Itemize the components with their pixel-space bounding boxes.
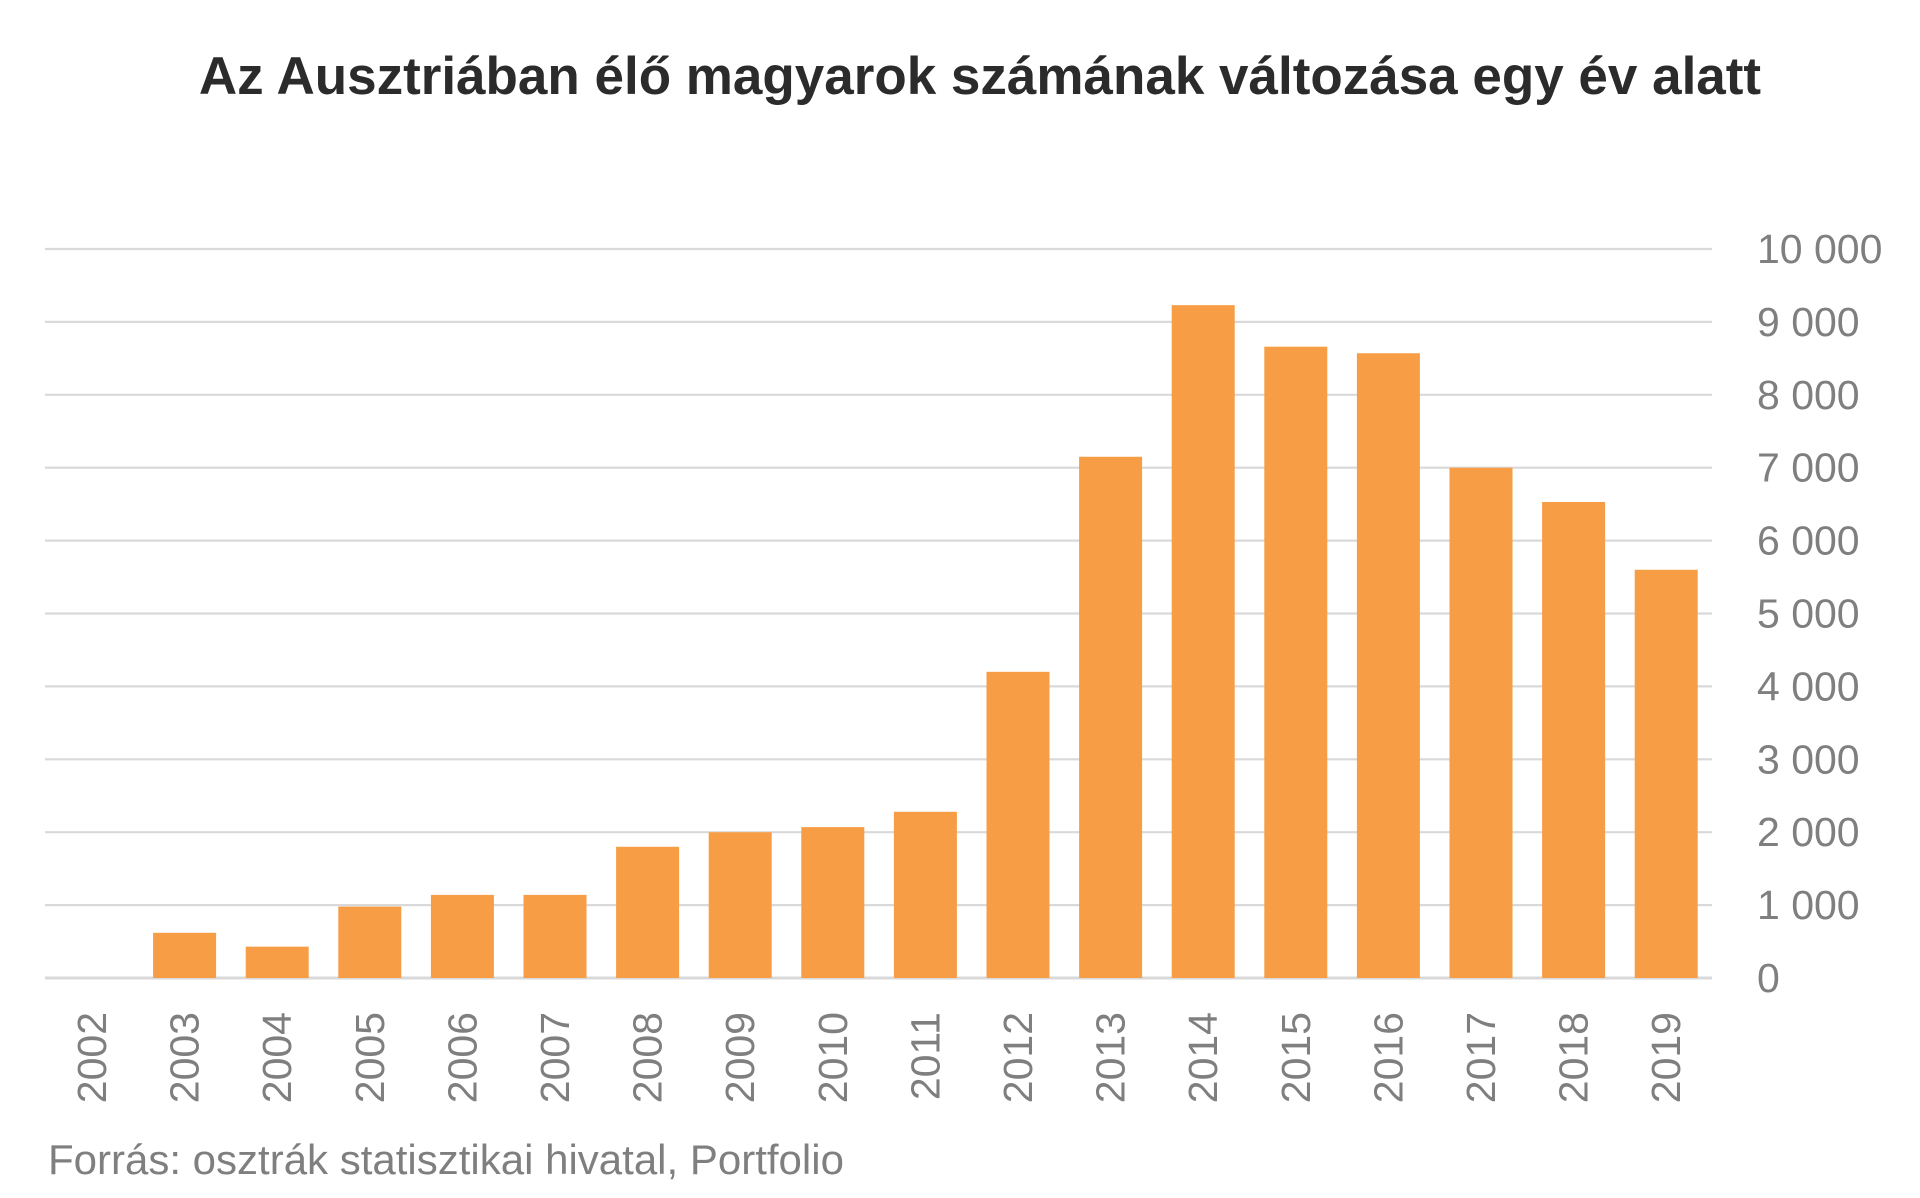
bar-2004 — [245, 946, 309, 978]
x-tick-label: 2011 — [902, 1012, 948, 1100]
bar-2011 — [893, 811, 957, 978]
bar-2016 — [1356, 353, 1420, 978]
bar-2010 — [801, 827, 865, 978]
x-tick-label: 2013 — [1088, 1012, 1134, 1103]
bar-2003 — [153, 932, 217, 978]
y-axis-ticks: 0 1 000 2 000 3 000 4 000 5 000 6 000 7 000 8 00… — [1757, 226, 1882, 1001]
y-tick-label: 1 000 — [1757, 882, 1860, 928]
x-tick-label: 2019 — [1643, 1012, 1689, 1103]
x-tick-label: 2009 — [717, 1012, 763, 1103]
bar-2014 — [1171, 305, 1235, 978]
y-tick-label: 9 000 — [1757, 299, 1860, 345]
x-tick-label: 2007 — [532, 1012, 578, 1103]
y-tick-label: 6 000 — [1757, 518, 1860, 564]
bar-2013 — [1079, 456, 1143, 978]
bar-2008 — [616, 846, 680, 978]
x-tick-label: 2010 — [810, 1012, 856, 1103]
bar-2015 — [1264, 346, 1328, 978]
gridlines — [45, 247, 1712, 980]
y-tick-label: 3 000 — [1757, 736, 1860, 782]
x-tick-label: 2005 — [347, 1012, 393, 1103]
x-tick-label: 2004 — [254, 1012, 300, 1103]
bar-2012 — [986, 671, 1050, 978]
y-tick-label: 4 000 — [1757, 663, 1860, 709]
bar-2007 — [523, 894, 587, 978]
bar-2006 — [430, 894, 494, 978]
bar-2009 — [708, 832, 772, 978]
source-note: Forrás: osztrák statisztikai hivatal, Po… — [48, 1136, 844, 1183]
x-axis-ticks: 2002 2003 2004 2005 2006 2007 2008 2009 2010 2011… — [69, 1012, 1689, 1103]
x-tick-label: 2017 — [1458, 1012, 1504, 1103]
x-tick-label: 2003 — [162, 1012, 208, 1103]
y-tick-label: 0 — [1757, 955, 1780, 1001]
bar-2019 — [1634, 569, 1698, 978]
bar-2018 — [1542, 501, 1606, 978]
bar-2017 — [1449, 467, 1513, 978]
chart-title: Az Ausztriában élő magyarok számának vál… — [198, 47, 1762, 106]
x-tick-label: 2006 — [439, 1012, 485, 1103]
x-tick-label: 2014 — [1180, 1012, 1226, 1103]
x-tick-label: 2018 — [1551, 1012, 1597, 1103]
y-tick-label: 2 000 — [1757, 809, 1860, 855]
y-tick-label: 8 000 — [1757, 372, 1860, 418]
y-tick-label: 5 000 — [1757, 591, 1860, 637]
bars — [153, 305, 1698, 978]
x-tick-label: 2008 — [625, 1012, 671, 1103]
x-tick-label: 2012 — [995, 1012, 1041, 1103]
x-tick-label: 2016 — [1365, 1012, 1411, 1103]
x-tick-label: 2015 — [1273, 1012, 1319, 1103]
y-tick-label: 10 000 — [1757, 226, 1882, 272]
y-tick-label: 7 000 — [1757, 445, 1860, 491]
bar-2005 — [338, 906, 402, 978]
x-tick-label: 2002 — [69, 1012, 115, 1103]
